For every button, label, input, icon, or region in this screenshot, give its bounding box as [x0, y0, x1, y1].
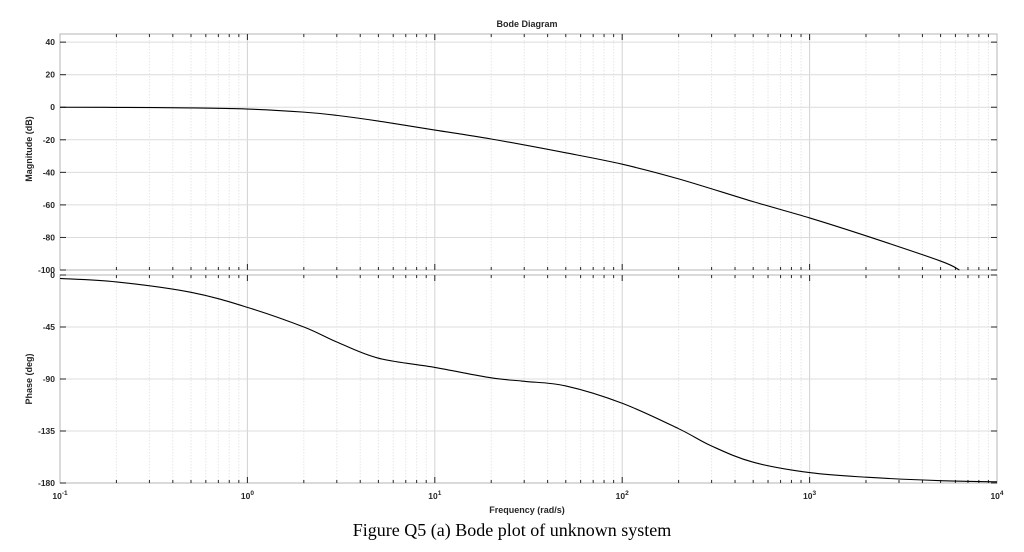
magnitude-ytick-label: -80: [43, 232, 56, 242]
figure-caption: Figure Q5 (a) Bode plot of unknown syste…: [352, 520, 672, 540]
phase-ytick-label: 0: [50, 270, 55, 280]
frequency-xtick-label: 101: [428, 490, 441, 501]
phase-panel: -180 -135 -90 -45 0 Phase (deg): [24, 270, 998, 488]
frequency-xtick-label: 102: [616, 490, 629, 501]
frequency-xtick-label: 10-1: [52, 490, 68, 501]
magnitude-ytick-label: 0: [50, 102, 55, 112]
magnitude-ytick-label: -100: [38, 265, 55, 275]
magnitude-axis-label: Magnitude (dB): [24, 116, 34, 182]
phase-ytick-label: -135: [38, 426, 55, 436]
bode-diagram: Bode Diagram -100 -80 -60 -40 -20 0 20 40 Magni…: [24, 19, 1004, 515]
magnitude-axes-box: [59, 33, 998, 271]
phase-ytick-label: -90: [43, 374, 56, 384]
phase-ytick-label: -45: [43, 322, 56, 332]
magnitude-ytick-label: 20: [46, 70, 56, 80]
magnitude-ytick-label: -40: [43, 167, 56, 177]
phase-ytick-label: -180: [38, 478, 55, 488]
phase-series-line: [59, 277, 998, 483]
frequency-xtick-label: 104: [990, 490, 1003, 501]
magnitude-ytick-label: 40: [46, 37, 56, 47]
magnitude-series-line: [59, 106, 960, 271]
frequency-axis-label: Frequency (rad/s): [489, 505, 565, 515]
frequency-xtick-label: 103: [803, 490, 816, 501]
magnitude-ytick-label: -20: [43, 135, 56, 145]
magnitude-panel: -100 -80 -60 -40 -20 0 20 40 Magnitude (dB): [24, 33, 998, 275]
phase-axis-label: Phase (deg): [24, 353, 34, 404]
magnitude-ytick-label: -60: [43, 200, 56, 210]
chart-title: Bode Diagram: [496, 19, 557, 29]
frequency-xtick-label: 100: [241, 490, 254, 501]
